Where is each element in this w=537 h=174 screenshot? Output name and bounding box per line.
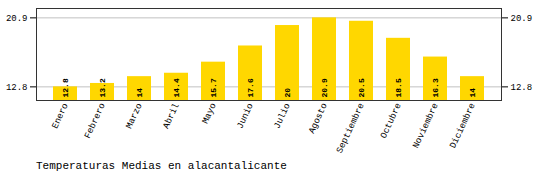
svg-text:20.9: 20.9: [320, 78, 329, 97]
svg-text:Mayo: Mayo: [201, 102, 219, 126]
svg-text:Junio: Junio: [235, 102, 255, 131]
svg-text:15.7: 15.7: [209, 78, 218, 97]
svg-text:12.8: 12.8: [61, 78, 70, 97]
svg-text:Agosto: Agosto: [307, 102, 330, 136]
svg-text:12.8: 12.8: [6, 83, 28, 93]
svg-text:17.6: 17.6: [246, 78, 255, 97]
svg-text:13.2: 13.2: [98, 78, 107, 97]
svg-text:20: 20: [283, 88, 292, 98]
svg-text:20.9: 20.9: [511, 14, 533, 24]
svg-text:Abril: Abril: [161, 102, 181, 131]
svg-text:Enero: Enero: [50, 102, 70, 131]
svg-text:Julio: Julio: [272, 102, 292, 131]
svg-text:12.8: 12.8: [511, 83, 533, 93]
svg-text:Septiembre: Septiembre: [335, 102, 367, 155]
svg-text:14.4: 14.4: [172, 78, 181, 97]
html-text:Temperaturas Medias en alacant: Temperaturas Medias en alacantalicante: [36, 160, 287, 172]
svg-text:14: 14: [135, 88, 144, 98]
svg-text:Octubre: Octubre: [379, 102, 404, 140]
svg-text:20.9: 20.9: [6, 14, 28, 24]
svg-text:Diciembre: Diciembre: [448, 102, 478, 150]
svg-text:Marzo: Marzo: [124, 102, 144, 131]
svg-text:16.3: 16.3: [431, 78, 440, 97]
svg-text:Noviembre: Noviembre: [411, 102, 441, 150]
svg-text:Febrero: Febrero: [83, 102, 108, 140]
svg-text:14: 14: [468, 88, 477, 98]
svg-text:20.5: 20.5: [357, 78, 366, 97]
svg-text:18.5: 18.5: [394, 78, 403, 97]
